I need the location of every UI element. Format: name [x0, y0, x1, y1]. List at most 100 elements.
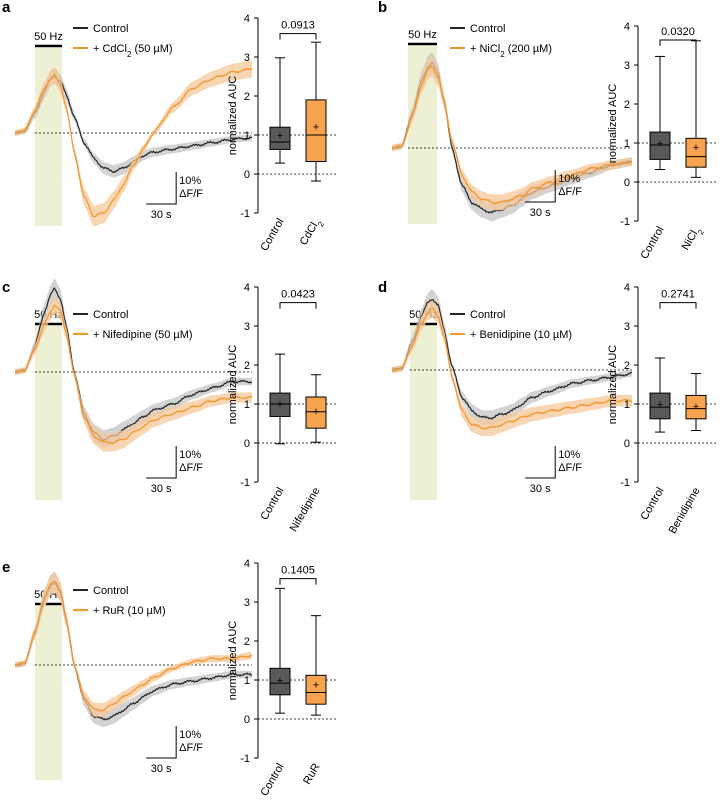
panel-b: b 50 Hz Control + NiCl2 (200 µM) 10%ΔF/F 30 s…: [378, 0, 718, 261]
significance-bracket: [659, 302, 697, 309]
box-y-label: normalized AUC: [607, 84, 619, 164]
x-tick-label: Nifedipine: [288, 486, 323, 534]
y-tick-label: 2: [244, 636, 250, 648]
box-treatment: [305, 396, 327, 429]
significance-bracket: [279, 302, 317, 309]
y-tick-label: -1: [240, 208, 250, 220]
legend-label-control: Control: [93, 309, 128, 321]
trace-treatment: [14, 580, 253, 712]
box-y-label: normalized AUC: [607, 345, 619, 425]
box-y-label: normalized AUC: [227, 345, 239, 425]
x-tick-label: CdCl2: [298, 216, 326, 249]
scale-bar: [525, 446, 556, 479]
y-tick-label: 2: [624, 99, 630, 111]
sem-band-treatment: [15, 295, 252, 452]
scale-bar-x-label: 30 s: [151, 483, 172, 495]
y-tick-label: 2: [244, 360, 250, 372]
y-tick-label: 1: [244, 399, 250, 411]
box-mean-marker: +: [693, 401, 699, 413]
box-control: [269, 126, 291, 150]
x-tick-label: RuR: [301, 761, 322, 786]
stimulus-label: 50 Hz: [408, 29, 437, 41]
box-y-label: normalized AUC: [227, 621, 239, 701]
x-tick-label: Control: [258, 762, 286, 799]
y-tick-label: 3: [244, 321, 250, 333]
scale-bar-x-label: 30 s: [151, 209, 172, 221]
stimulus-shade: [35, 326, 62, 500]
scale-bar-y-label: 10%: [179, 729, 201, 741]
scale-bar-y-label: 10%: [558, 449, 580, 461]
stimulus-shade: [35, 606, 62, 780]
box-mean-marker: +: [313, 406, 319, 418]
trace-treatment: [14, 67, 253, 218]
legend-label-treatment: + Nifedipine (50 µM): [93, 329, 193, 341]
y-tick-label: 4: [244, 558, 250, 570]
panel-letter: b: [378, 0, 387, 16]
x-tick-label: NiCl2: [680, 224, 706, 254]
sem-band-treatment: [15, 571, 252, 717]
box-mean-marker: +: [277, 399, 283, 411]
y-tick-label: 0: [244, 438, 250, 450]
x-tick-label: Control: [638, 486, 666, 523]
panel-letter: e: [2, 559, 10, 576]
y-tick-label: 3: [244, 52, 250, 64]
legend-label-control: Control: [93, 585, 128, 597]
y-tick-label: 4: [244, 282, 250, 294]
box-control: [269, 392, 291, 417]
scale-bar-y-unit: ΔF/F: [179, 462, 203, 474]
scale-bar: [146, 726, 177, 759]
legend-label-treatment: + CdCl2 (50 µM): [93, 43, 173, 59]
legend-label-treatment: + NiCl2 (200 µM): [470, 43, 552, 59]
y-tick-label: 1: [624, 138, 630, 150]
box-mean-marker: +: [313, 680, 319, 692]
y-tick-label: 1: [624, 399, 630, 411]
legend-label-control: Control: [470, 23, 505, 35]
box-treatment: [305, 99, 327, 163]
box-mean-marker: +: [693, 142, 699, 154]
p-value-label: 0.0423: [281, 289, 315, 301]
y-tick-label: 2: [624, 360, 630, 372]
scale-bar-x-label: 30 s: [530, 207, 551, 219]
legend-label-treatment: + RuR (10 µM): [93, 605, 166, 617]
scale-bar-x-label: 30 s: [151, 763, 172, 775]
y-tick-label: 0: [624, 438, 630, 450]
scale-bar-y-label: 10%: [558, 173, 580, 185]
box-treatment: [685, 137, 707, 168]
x-tick-label: Control: [638, 225, 666, 262]
stimulus-shade: [410, 326, 437, 500]
y-tick-label: 2: [244, 91, 250, 103]
scale-bar-y-unit: ΔF/F: [179, 742, 203, 754]
scale-bar: [146, 446, 177, 479]
y-tick-label: 3: [624, 60, 630, 72]
trace-control: [391, 299, 632, 420]
y-tick-label: 1: [244, 675, 250, 687]
y-tick-label: 0: [624, 177, 630, 189]
y-tick-label: 1: [244, 130, 250, 142]
sem-band-treatment: [15, 60, 252, 227]
panel-a: a 50 Hz Control + CdCl2 (50 µM) 10%ΔF/F 30 s 4…: [2, 0, 338, 253]
p-value-label: 0.1405: [281, 565, 315, 577]
y-tick-label: 0: [244, 169, 250, 181]
significance-bracket: [279, 33, 317, 40]
y-tick-label: -1: [620, 216, 630, 228]
scale-bar: [525, 170, 556, 203]
y-tick-label: 4: [244, 13, 250, 25]
p-value-label: 0.2741: [661, 289, 695, 301]
scale-bar-y-unit: ΔF/F: [558, 186, 582, 198]
box-mean-marker: +: [277, 675, 283, 687]
panel-letter: a: [2, 0, 11, 16]
legend-label-control: Control: [93, 23, 128, 35]
trace-treatment: [391, 307, 633, 430]
scale-bar-y-label: 10%: [179, 175, 201, 187]
y-tick-label: 3: [624, 321, 630, 333]
legend-label-treatment: + Benidipine (10 µM): [470, 329, 572, 341]
trace-treatment: [14, 303, 253, 445]
y-tick-label: 4: [624, 282, 630, 294]
panel-letter: c: [2, 279, 10, 296]
trace-treatment: [391, 65, 633, 205]
trace-control: [14, 287, 253, 442]
box-control: [649, 131, 671, 160]
scale-bar: [146, 172, 177, 205]
